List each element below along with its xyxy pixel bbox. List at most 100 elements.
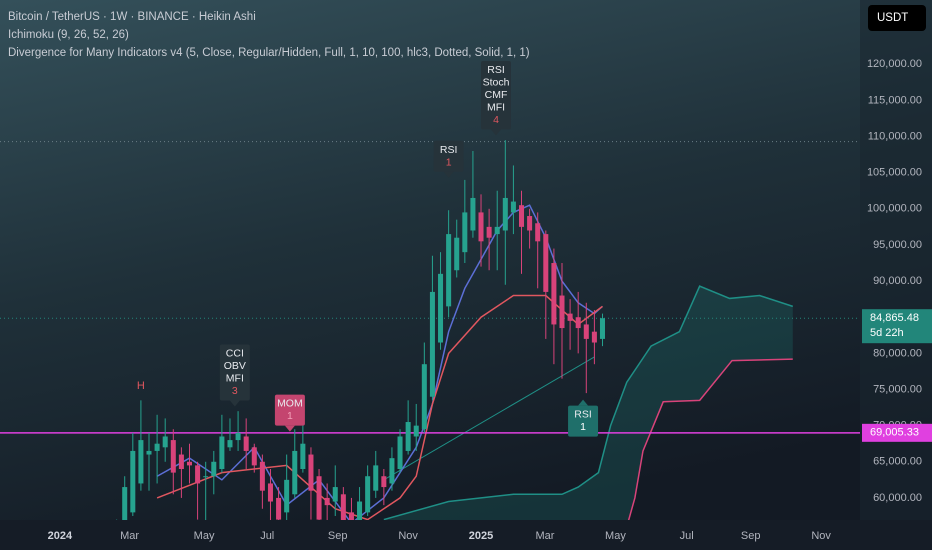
candle-body (292, 450, 298, 495)
label-text: CCI (226, 348, 244, 360)
candle-body (575, 317, 581, 329)
candle-body (535, 223, 541, 242)
y-tick-label: 75,000.00 (873, 383, 922, 395)
x-tick-label: Mar (120, 530, 139, 542)
candle-body (429, 291, 435, 397)
candle-body (381, 476, 387, 488)
candle-body (162, 436, 168, 448)
candle-body (365, 476, 371, 513)
axes: 60,000.0065,000.0070,000.0075,000.0080,0… (48, 58, 932, 542)
candle-body (332, 487, 338, 502)
countdown-label: 5d 22h (870, 327, 904, 339)
candle-body (219, 436, 225, 470)
y-tick-label: 110,000.00 (868, 130, 922, 142)
candle-body (405, 422, 411, 451)
time-axis-panel (0, 520, 932, 550)
label-count: 1 (580, 421, 586, 433)
candle-body (276, 497, 282, 520)
candle-body (591, 331, 597, 343)
candle-body (170, 440, 176, 473)
label-box (274, 394, 305, 426)
candle-body (543, 234, 549, 292)
candle-body (316, 476, 322, 520)
x-tick-label: Nov (811, 530, 831, 542)
candle-body (510, 201, 516, 213)
candle-body (348, 512, 354, 520)
label-text: Stoch (483, 76, 510, 88)
candle-body (235, 432, 241, 441)
candle-body (518, 205, 525, 227)
candle-body (438, 273, 444, 343)
x-tick-label: Jul (680, 530, 694, 542)
candle-body (195, 465, 201, 484)
label-count: 4 (493, 114, 499, 126)
label-box (480, 60, 511, 130)
candle-body (421, 364, 427, 430)
y-tick-label: 90,000.00 (873, 275, 922, 287)
candle-body (324, 497, 330, 506)
label-count: 3 (232, 385, 238, 397)
label-text: OBV (224, 360, 246, 372)
candle-body (308, 454, 314, 491)
candle-body (462, 212, 468, 253)
candle-body (138, 440, 144, 484)
candle-body (186, 461, 193, 466)
cloud-fill (383, 286, 793, 520)
candle-body (211, 461, 217, 477)
candle-body (551, 263, 557, 325)
candle-body (357, 501, 363, 520)
label-box (433, 140, 464, 172)
candle-body (203, 476, 209, 478)
label-box (568, 405, 599, 437)
price-axis-panel (860, 0, 932, 550)
indicator-line (383, 285, 794, 520)
currency[interactable]: USDT (877, 12, 908, 24)
y-tick-label: 65,000.00 (873, 456, 922, 468)
candle-body (154, 443, 160, 451)
label-pointer (284, 425, 295, 432)
x-tick-label: Jul (260, 530, 274, 542)
label-box (219, 344, 250, 401)
x-tick-label: 2025 (469, 530, 493, 542)
candle-body (567, 313, 573, 321)
indicator-line (156, 204, 603, 520)
label-pointer (443, 171, 454, 178)
label-count: 1 (287, 410, 293, 422)
candle-body (583, 324, 589, 339)
candle-body (178, 454, 184, 470)
candle-body (284, 479, 290, 513)
candle-body (300, 443, 306, 470)
indicator-line (627, 358, 793, 520)
candle-body (122, 487, 128, 520)
candle-body (478, 212, 484, 242)
y-tick-label: 120,000.00 (867, 58, 922, 70)
currency-box[interactable] (868, 5, 926, 31)
candle-body (267, 483, 273, 502)
price-tag-label: 69,005.33 (870, 427, 919, 439)
label-count: 1 (446, 156, 452, 168)
candle-body (446, 234, 452, 307)
candle-body (559, 295, 565, 329)
label-text: MFI (487, 101, 505, 113)
label-pointer (229, 400, 240, 407)
candle-body (470, 197, 476, 231)
y-tick-label: 95,000.00 (873, 239, 922, 251)
label-pointer (578, 399, 589, 406)
candle-body (397, 436, 403, 470)
y-tick-label: 105,000.00 (867, 167, 922, 179)
candle-body (130, 450, 136, 513)
last-price-label: 84,865.48 (870, 312, 919, 324)
y-tick-label: 100,000.00 (867, 203, 922, 215)
indicator-label: Ichimoku (9, 26, 52, 26) (8, 29, 129, 41)
last-price-tag (862, 309, 932, 344)
candle-body (502, 197, 508, 231)
candle-body (243, 436, 249, 451)
y-tick-label: 60,000.00 (873, 492, 922, 504)
price-tag (862, 423, 932, 442)
